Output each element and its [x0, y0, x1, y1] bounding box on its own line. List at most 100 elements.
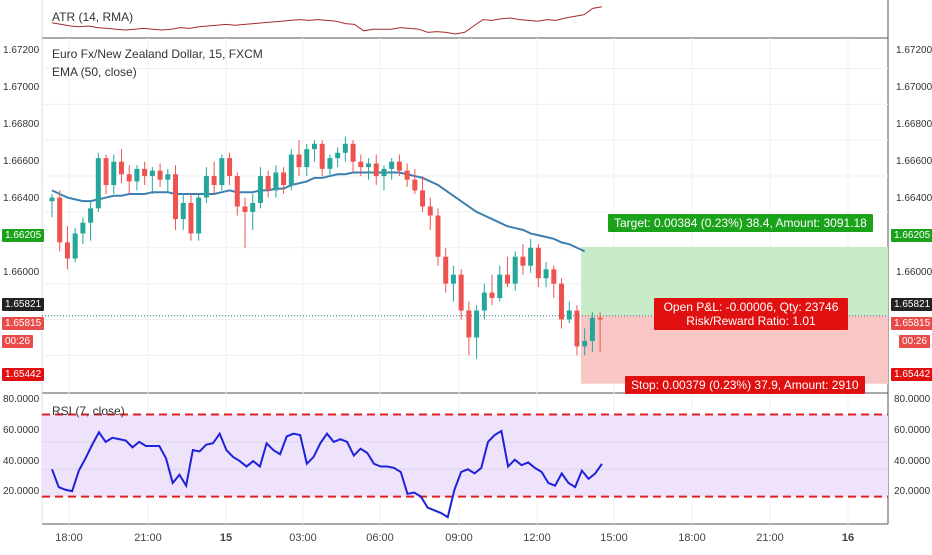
- time-tick-label: 18:00: [55, 532, 83, 544]
- candle-body: [396, 161, 402, 171]
- countdown-badge: 00:26: [899, 335, 931, 348]
- time-tick-label: 21:00: [756, 532, 784, 544]
- candle-body: [296, 154, 302, 168]
- left-last-price-badge: 1.65815: [2, 317, 45, 330]
- time-tick-label: 18:00: [678, 532, 706, 544]
- candle-body: [582, 341, 588, 347]
- candle-body: [49, 197, 55, 202]
- candle-body: [481, 292, 487, 311]
- rsi-tick-label: 60.0000: [894, 425, 931, 436]
- pnl-label[interactable]: Open P&L: -0.00006, Qty: 23746 Risk/Rewa…: [654, 298, 848, 330]
- candle-body: [466, 310, 472, 338]
- last-price-badge: 1.65815: [891, 317, 932, 330]
- candle-body: [118, 161, 124, 175]
- candle-body: [420, 190, 426, 207]
- left-price-tick-label: 1.66000: [3, 267, 40, 278]
- candle-body: [103, 158, 109, 186]
- left-rsi-tick-label: 80.0000: [3, 394, 40, 405]
- candle-body: [535, 247, 541, 279]
- rsi-tick-label: 20.0000: [894, 486, 931, 497]
- time-tick-label: 06:00: [366, 532, 394, 544]
- candle-body: [404, 170, 410, 180]
- candle-body: [489, 292, 495, 298]
- candle-body: [597, 317, 603, 320]
- candle-body: [265, 176, 271, 191]
- candle-body: [157, 170, 163, 180]
- candle-body: [427, 206, 433, 216]
- candle-body: [281, 172, 287, 186]
- candle-body: [350, 143, 356, 162]
- candle-body: [520, 256, 526, 266]
- candle-body: [57, 197, 63, 243]
- candle-body: [250, 202, 256, 212]
- candle-body: [559, 283, 565, 320]
- candle-body: [458, 274, 464, 311]
- candle-body: [319, 143, 325, 169]
- time-tick-label: 16: [842, 532, 854, 544]
- price-tick-label: 1.67200: [896, 45, 932, 56]
- candle-body: [142, 168, 148, 177]
- candle-body: [126, 174, 132, 182]
- time-tick-label: 09:00: [445, 532, 473, 544]
- left-price-tick-label: 1.67000: [3, 82, 40, 93]
- left-price-tick-label: 1.66800: [3, 119, 40, 130]
- candle-body: [227, 158, 233, 177]
- candle-body: [219, 158, 225, 186]
- candle-body: [95, 158, 101, 209]
- candle-body: [497, 274, 503, 298]
- candle-body: [203, 176, 209, 198]
- candle-body: [543, 269, 549, 279]
- candle-body: [589, 317, 595, 342]
- candle-body: [551, 269, 557, 284]
- candle-body: [134, 168, 140, 182]
- candle-body: [358, 161, 364, 168]
- candle-body: [342, 143, 348, 153]
- candle-body: [273, 172, 279, 191]
- atr-label: ATR (14, RMA): [52, 10, 134, 24]
- rsi-label: RSI (7, close): [52, 404, 125, 418]
- left-stop-price-badge: 1.65442: [2, 368, 45, 381]
- entry-price-badge: 1.65821: [891, 298, 932, 311]
- price-tick-label: 1.66400: [896, 193, 932, 204]
- candle-body: [165, 174, 171, 180]
- price-tick-label: 1.66000: [896, 267, 932, 278]
- candle-body: [257, 176, 263, 203]
- left-countdown-badge: 00:26: [2, 335, 34, 348]
- candle-body: [450, 274, 456, 284]
- candle-body: [188, 202, 194, 234]
- main-chart-title: Euro Fx/New Zealand Dollar, 15, FXCM: [52, 47, 263, 61]
- open-pnl-text: Open P&L: -0.00006, Qty: 23746: [663, 300, 839, 314]
- stop-label[interactable]: Stop: 0.00379 (0.23%) 37.9, Amount: 2910: [625, 376, 865, 394]
- candle-body: [304, 149, 310, 168]
- rsi-line: [51, 429, 603, 519]
- candle-body: [327, 158, 333, 169]
- target-label[interactable]: Target: 0.00384 (0.23%) 38.4, Amount: 30…: [608, 214, 873, 232]
- time-tick-label: 12:00: [523, 532, 551, 544]
- candle-body: [196, 197, 202, 234]
- candle-body: [64, 242, 70, 259]
- candle-body: [335, 152, 341, 159]
- candle-body: [381, 168, 387, 177]
- candle-body: [149, 170, 155, 177]
- candle-body: [88, 208, 94, 223]
- candle-body: [72, 233, 78, 259]
- left-price-tick-label: 1.67200: [3, 45, 40, 56]
- time-tick-label: 21:00: [134, 532, 162, 544]
- left-price-tick-label: 1.66400: [3, 193, 40, 204]
- candle-body: [504, 274, 510, 284]
- time-tick-label: 15:00: [600, 532, 628, 544]
- candle-body: [389, 161, 395, 169]
- candle-body: [574, 310, 580, 347]
- candle-body: [234, 176, 240, 207]
- candle-body: [435, 215, 441, 257]
- left-rsi-tick-label: 20.0000: [3, 486, 40, 497]
- ema-line: [51, 171, 586, 253]
- candle-body: [173, 174, 179, 220]
- ema-label: EMA (50, close): [52, 65, 137, 79]
- price-tick-label: 1.66600: [896, 156, 932, 167]
- candle-body: [512, 256, 518, 284]
- candle-body: [211, 176, 217, 186]
- candle-body: [288, 154, 294, 186]
